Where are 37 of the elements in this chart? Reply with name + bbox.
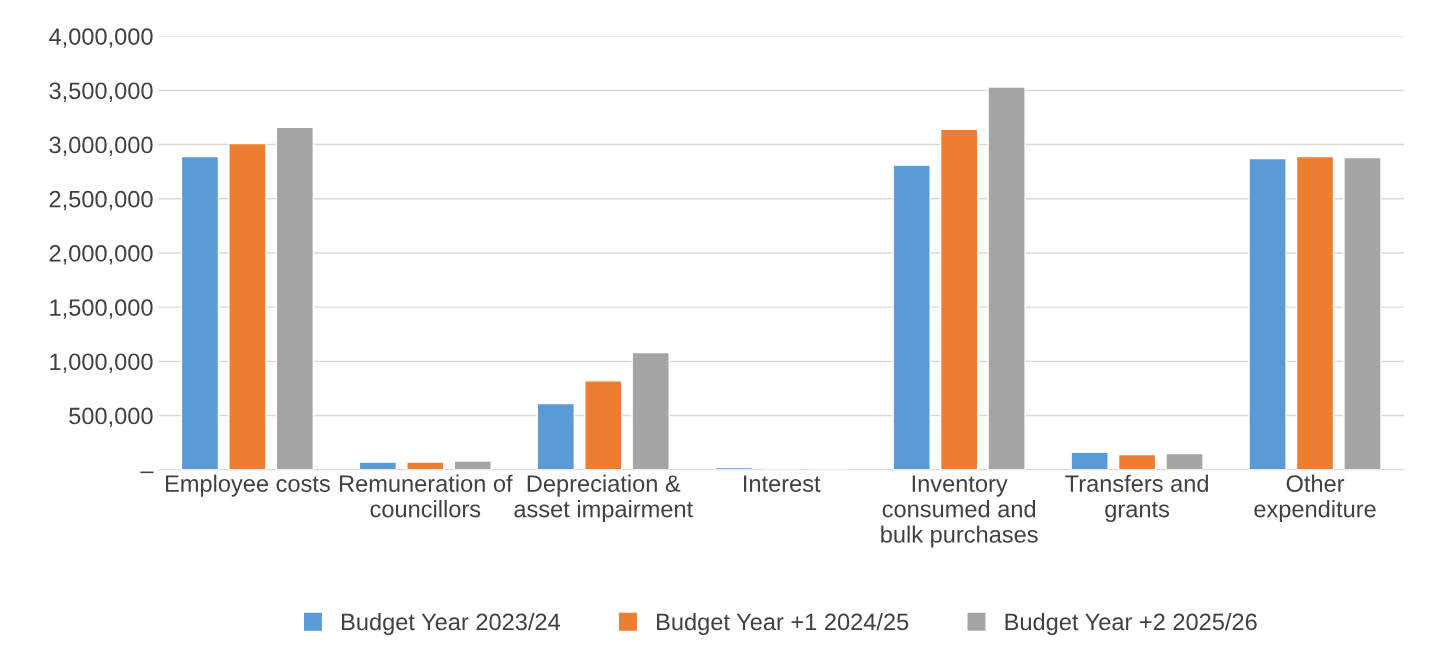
y-tick-label: 4,000,000: [49, 28, 153, 48]
bar: [228, 142, 267, 470]
bar: [180, 155, 220, 470]
y-tick-label: 1,000,000: [50, 353, 153, 373]
bar: [631, 351, 670, 470]
y-tick-label: 1,500,000: [50, 299, 153, 319]
bar: [1343, 156, 1382, 470]
legend-label: Budget Year 2023/24: [342, 612, 561, 635]
y-tick-label: 2,500,000: [49, 190, 153, 211]
bar: [1165, 452, 1204, 470]
bar: [1295, 155, 1335, 470]
y-tick-label: –: [140, 471, 154, 474]
bar: [987, 86, 1026, 470]
bar: [406, 461, 445, 470]
x-tick-label: Transfers and grants: [1065, 474, 1208, 523]
bar: [1117, 453, 1157, 470]
x-tick-label: Interest: [744, 475, 821, 492]
bar: [453, 460, 492, 470]
bar: [939, 128, 979, 470]
x-tick-label: Depreciation & asset impairment: [514, 474, 693, 523]
y-tick-label: 500,000: [69, 407, 153, 428]
legend-label: Budget Year +2 2025/26: [1005, 612, 1257, 635]
bar: [584, 380, 623, 470]
x-tick-label: Remuneration of councillors: [339, 474, 513, 518]
bar: [892, 164, 931, 470]
x-tick-label: Employee costs: [165, 474, 330, 497]
bar: [358, 461, 398, 470]
legend-label: Budget Year +1 2024/25: [657, 612, 909, 635]
x-tick-label: Inventory consumed and bulk purchases: [881, 475, 1038, 548]
y-tick-label: 3,500,000: [49, 82, 153, 102]
y-tick-label: 3,000,000: [49, 136, 153, 157]
y-tick-label: 2,000,000: [49, 245, 153, 265]
bar: [275, 126, 315, 470]
bar: [536, 402, 576, 470]
x-tick-label: Other expenditure: [1254, 474, 1376, 523]
bar: [1248, 157, 1287, 470]
bar: [1070, 451, 1109, 470]
